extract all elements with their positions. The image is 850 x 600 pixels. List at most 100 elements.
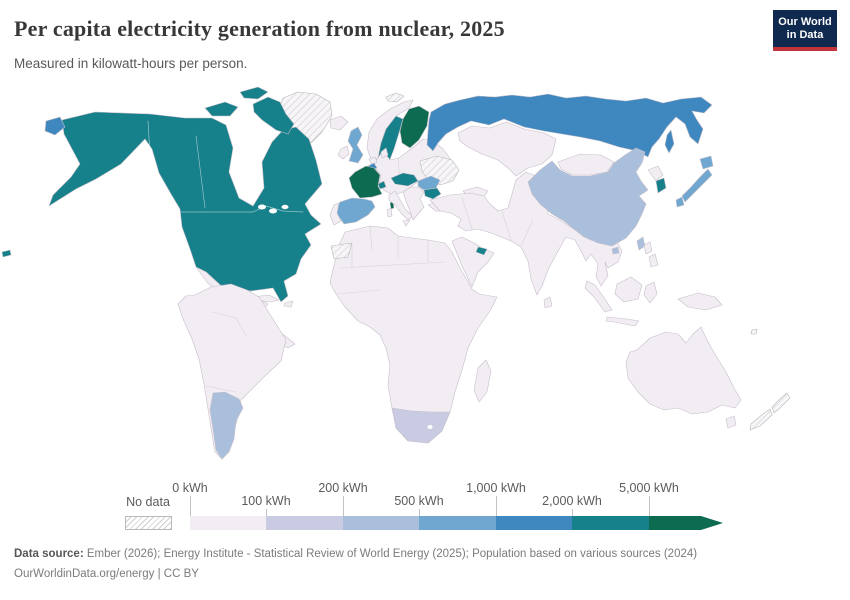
chart-subtitle: Measured in kilowatt-hours per person. bbox=[14, 56, 248, 71]
region-sri-lanka[interactable] bbox=[543, 296, 553, 309]
region-victoria-island[interactable] bbox=[204, 101, 239, 117]
africa-border-6 bbox=[335, 289, 381, 295]
legend-tickmark bbox=[649, 496, 650, 516]
legend-no-data-swatch[interactable] bbox=[125, 516, 172, 530]
logo-line2: in Data bbox=[786, 29, 824, 41]
region-chukotka-wrap[interactable] bbox=[44, 116, 66, 136]
legend-segment[interactable] bbox=[649, 516, 701, 530]
region-sakhalin[interactable] bbox=[664, 129, 675, 154]
logo-line1: Our World bbox=[778, 16, 832, 28]
region-taiwan[interactable] bbox=[636, 236, 646, 251]
us-canada-border bbox=[180, 205, 304, 213]
region-spain[interactable] bbox=[336, 197, 376, 225]
great-lake bbox=[281, 204, 289, 210]
legend-arrow-tip bbox=[701, 516, 723, 530]
iraq-border bbox=[461, 197, 473, 230]
region-new-zealand-north[interactable] bbox=[771, 392, 791, 414]
region-pacific-islands[interactable] bbox=[750, 328, 758, 335]
legend-tickmark bbox=[572, 509, 573, 516]
region-south-korea[interactable] bbox=[655, 177, 667, 194]
license-line[interactable]: OurWorldinData.org/energy | CC BY bbox=[14, 568, 199, 580]
legend-tickmark bbox=[266, 509, 267, 516]
great-lake bbox=[269, 208, 277, 214]
region-kazakhstan-central-asia[interactable] bbox=[457, 121, 557, 177]
region-denmark[interactable] bbox=[380, 147, 389, 159]
region-middle-east-south-asia[interactable] bbox=[429, 171, 623, 296]
region-australia[interactable] bbox=[625, 326, 742, 415]
region-bulgaria[interactable] bbox=[423, 187, 442, 200]
region-switzerland[interactable] bbox=[377, 180, 387, 190]
region-usa-canada[interactable] bbox=[48, 111, 323, 303]
region-japan-hokkaido[interactable] bbox=[699, 155, 714, 170]
region-south-africa[interactable] bbox=[391, 407, 451, 444]
region-sicily[interactable] bbox=[402, 219, 411, 227]
legend-segment[interactable] bbox=[496, 516, 572, 530]
region-philippines-mindanao[interactable] bbox=[648, 253, 659, 268]
region-sardinia[interactable] bbox=[386, 207, 393, 218]
canada-province-border bbox=[195, 135, 206, 209]
region-philippines-luzon[interactable] bbox=[643, 241, 653, 255]
brazil-border bbox=[211, 311, 247, 337]
legend-no-data-label: No data bbox=[126, 495, 170, 509]
world-choropleth-map[interactable] bbox=[0, 80, 850, 480]
legend-segment[interactable] bbox=[343, 516, 419, 530]
region-svalbard[interactable] bbox=[385, 92, 405, 103]
africa-border-2 bbox=[369, 225, 373, 251]
region-france[interactable] bbox=[348, 165, 383, 199]
legend-color-bar[interactable] bbox=[190, 516, 725, 530]
iran-border bbox=[501, 210, 512, 241]
legend-tick-1: 100 kWh bbox=[241, 494, 291, 508]
legend-segment[interactable] bbox=[266, 516, 343, 530]
region-italy[interactable] bbox=[388, 190, 414, 221]
legend-tick-3: 500 kWh bbox=[394, 494, 444, 508]
legend-tick-4: 1,000 kWh bbox=[466, 481, 526, 495]
region-ellesmere-island[interactable] bbox=[239, 86, 269, 100]
legend-tickmark bbox=[190, 496, 191, 516]
owid-logo: Our World in Data bbox=[773, 10, 837, 51]
region-north-korea[interactable] bbox=[647, 165, 664, 182]
region-argentina[interactable] bbox=[209, 391, 244, 460]
legend-tickmark bbox=[419, 509, 420, 516]
region-sumatra[interactable] bbox=[584, 280, 613, 313]
legend-tickmark bbox=[343, 496, 344, 516]
region-united-kingdom[interactable] bbox=[347, 126, 364, 164]
data-source-label: Data source: bbox=[14, 548, 84, 560]
region-new-guinea[interactable] bbox=[677, 292, 723, 311]
region-borneo[interactable] bbox=[614, 276, 643, 303]
legend-tick-5: 2,000 kWh bbox=[542, 494, 602, 508]
region-mongolia[interactable] bbox=[557, 153, 615, 176]
region-japan-kyushu[interactable] bbox=[675, 196, 685, 208]
data-source-text: Ember (2026); Energy Institute - Statist… bbox=[83, 548, 698, 560]
legend-tick-2: 200 kWh bbox=[318, 481, 368, 495]
region-java[interactable] bbox=[605, 316, 640, 327]
region-western-sahara[interactable] bbox=[330, 242, 353, 260]
region-uae[interactable] bbox=[475, 246, 488, 256]
region-iceland[interactable] bbox=[329, 115, 349, 131]
region-netherlands[interactable] bbox=[368, 156, 378, 166]
region-hainan[interactable] bbox=[611, 246, 620, 255]
region-sulawesi[interactable] bbox=[643, 281, 658, 304]
region-balkans-greece[interactable] bbox=[402, 186, 425, 221]
region-hispaniola[interactable] bbox=[283, 300, 294, 308]
africa-border-5 bbox=[339, 261, 446, 269]
page-title: Per capita electricity generation from n… bbox=[14, 16, 505, 41]
region-new-zealand-south[interactable] bbox=[749, 408, 773, 431]
alaska-border bbox=[147, 120, 152, 173]
region-ireland[interactable] bbox=[337, 145, 350, 160]
region-portugal[interactable] bbox=[329, 202, 342, 226]
legend-segment[interactable] bbox=[190, 516, 266, 530]
region-tasmania[interactable] bbox=[725, 415, 737, 429]
region-madagascar[interactable] bbox=[473, 359, 492, 403]
region-russia[interactable] bbox=[426, 93, 713, 158]
bolivia-border bbox=[205, 385, 237, 393]
india-pakistan-border bbox=[520, 219, 534, 247]
region-baffin-island[interactable] bbox=[252, 96, 295, 135]
legend-segment[interactable] bbox=[419, 516, 496, 530]
region-finland[interactable] bbox=[399, 105, 430, 149]
data-source-line: Data source: Ember (2026); Energy Instit… bbox=[14, 548, 697, 560]
legend-segment[interactable] bbox=[572, 516, 649, 530]
region-hawaii[interactable] bbox=[1, 249, 12, 258]
region-china[interactable] bbox=[527, 147, 649, 247]
region-japan-honshu[interactable] bbox=[681, 168, 713, 203]
